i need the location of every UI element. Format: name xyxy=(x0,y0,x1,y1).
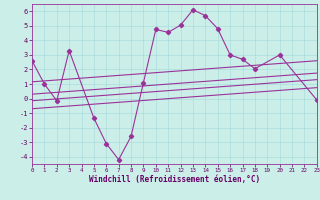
X-axis label: Windchill (Refroidissement éolien,°C): Windchill (Refroidissement éolien,°C) xyxy=(89,175,260,184)
